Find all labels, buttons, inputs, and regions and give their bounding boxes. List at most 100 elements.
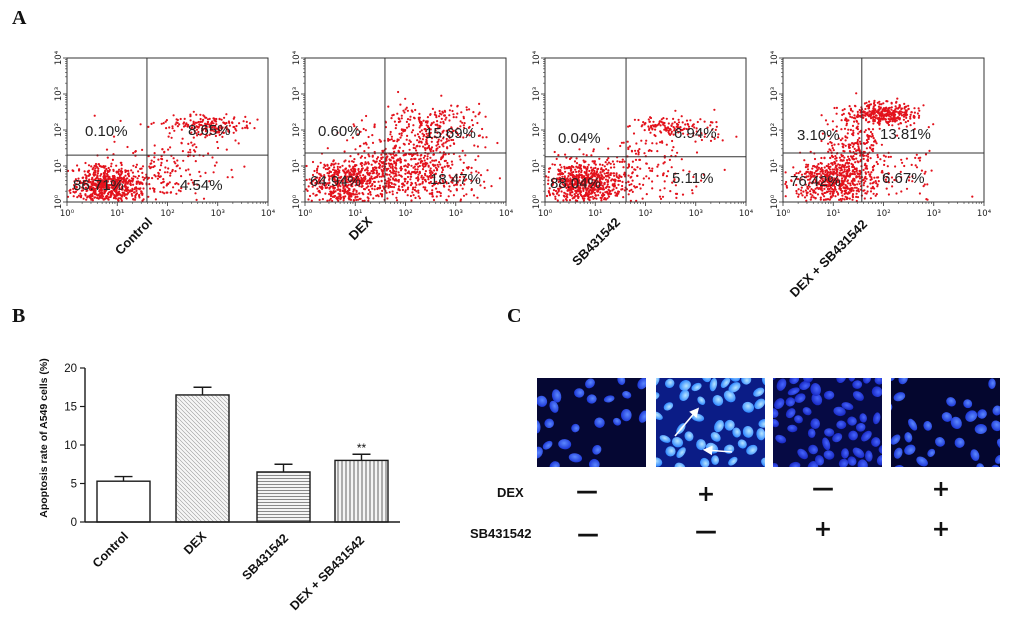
event-dot xyxy=(848,197,851,200)
event-dot xyxy=(83,182,86,185)
event-dot xyxy=(414,134,417,137)
event-dot xyxy=(853,173,857,176)
event-dot xyxy=(483,180,486,183)
event-dot xyxy=(913,111,917,114)
event-dot xyxy=(655,142,658,145)
event-dot xyxy=(242,120,245,123)
event-dot xyxy=(885,100,888,103)
event-dot xyxy=(841,137,844,140)
event-dot xyxy=(580,195,584,198)
event-dot xyxy=(621,180,624,183)
event-dot xyxy=(143,177,146,180)
event-dot xyxy=(165,119,168,122)
event-dot xyxy=(167,135,170,138)
event-dot xyxy=(93,169,96,172)
event-dot xyxy=(886,165,889,168)
event-dot xyxy=(545,194,549,198)
event-dot xyxy=(388,191,391,194)
event-dot xyxy=(125,197,128,200)
event-dot xyxy=(432,149,435,153)
event-dot xyxy=(391,193,394,196)
event-dot xyxy=(68,189,71,192)
event-dot xyxy=(377,187,381,190)
event-dot xyxy=(118,193,121,196)
event-dot xyxy=(617,183,620,186)
event-dot xyxy=(615,186,618,190)
event-dot xyxy=(883,163,886,166)
event-dot xyxy=(305,178,308,181)
event-dot xyxy=(349,155,352,158)
event-dot xyxy=(387,177,390,180)
event-dot xyxy=(907,119,910,123)
event-dot xyxy=(360,119,363,122)
event-dot xyxy=(348,198,351,201)
event-dot xyxy=(870,176,873,179)
event-dot xyxy=(423,172,427,175)
event-dot xyxy=(404,172,407,175)
event-dot xyxy=(877,110,880,113)
event-dot xyxy=(162,186,165,189)
event-dot xyxy=(192,120,195,123)
event-dot xyxy=(662,162,665,165)
event-dot xyxy=(795,192,798,195)
event-dot xyxy=(844,175,847,178)
event-dot xyxy=(849,128,853,131)
event-dot xyxy=(612,172,615,175)
event-dot xyxy=(420,120,423,124)
event-dot xyxy=(403,178,406,181)
event-dot xyxy=(101,179,104,182)
event-dot xyxy=(573,195,576,198)
event-dot xyxy=(857,145,860,148)
event-dot xyxy=(872,137,875,140)
event-dot xyxy=(360,180,363,183)
event-dot xyxy=(869,197,873,200)
event-dot xyxy=(869,157,872,160)
event-dot xyxy=(142,178,145,181)
event-dot xyxy=(855,157,858,160)
event-dot xyxy=(169,174,172,177)
event-dot xyxy=(110,162,113,165)
event-dot xyxy=(855,176,858,179)
event-dot xyxy=(622,141,625,144)
event-dot xyxy=(185,122,188,125)
event-dot xyxy=(399,160,402,163)
event-dot xyxy=(846,159,849,162)
event-dot xyxy=(195,121,198,124)
event-dot xyxy=(607,169,610,172)
event-dot xyxy=(375,160,378,163)
event-dot xyxy=(400,134,403,137)
event-dot xyxy=(447,195,450,198)
event-dot xyxy=(156,177,159,180)
event-dot xyxy=(845,120,848,123)
event-dot xyxy=(442,145,445,148)
event-dot xyxy=(872,102,876,105)
event-dot xyxy=(634,168,637,171)
event-dot xyxy=(199,117,202,121)
event-dot xyxy=(140,192,143,195)
event-dot xyxy=(426,157,429,160)
event-dot xyxy=(875,160,878,164)
event-dot xyxy=(862,111,865,114)
event-dot xyxy=(460,111,463,114)
event-dot xyxy=(843,150,846,153)
event-dot xyxy=(438,109,441,113)
event-dot xyxy=(204,171,207,174)
event-dot xyxy=(367,161,370,164)
event-dot xyxy=(126,177,129,180)
event-dot xyxy=(154,198,157,201)
event-dot xyxy=(670,124,673,127)
event-dot xyxy=(864,129,867,132)
event-dot xyxy=(94,167,97,170)
event-dot xyxy=(157,174,160,178)
event-dot xyxy=(418,197,421,200)
event-dot xyxy=(376,194,379,197)
event-dot xyxy=(551,192,555,195)
event-dot xyxy=(209,129,212,132)
event-dot xyxy=(658,195,662,198)
event-dot xyxy=(202,114,205,117)
event-dot xyxy=(98,184,101,187)
event-dot xyxy=(478,102,481,105)
event-dot xyxy=(659,124,662,127)
event-dot xyxy=(372,159,375,162)
quadrant-lower-left-value: 64.94% xyxy=(310,173,361,190)
